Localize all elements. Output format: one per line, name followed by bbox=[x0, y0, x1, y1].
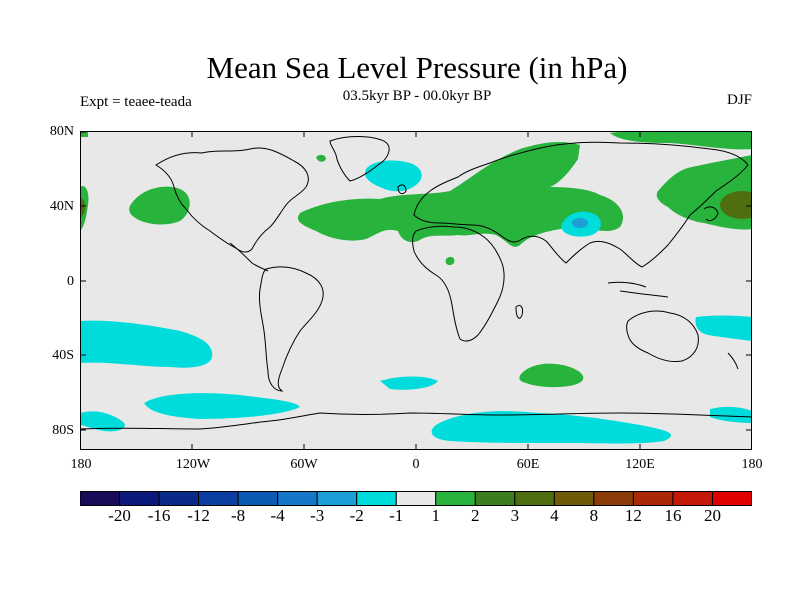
colorbar-label: 2 bbox=[471, 506, 480, 525]
colorbar-label: 3 bbox=[510, 506, 520, 525]
colorbar-box bbox=[119, 491, 160, 506]
colorbar-box bbox=[593, 491, 634, 506]
lon-label-180w: 180 bbox=[70, 457, 92, 472]
lon-label-180e: 180 bbox=[741, 457, 763, 472]
antarctic-margin-low bbox=[80, 411, 125, 432]
southern-ocean-low-central bbox=[380, 376, 438, 390]
greenland-coast bbox=[329, 136, 390, 182]
arctic-islet bbox=[316, 154, 326, 162]
stronger-negative-core bbox=[572, 218, 588, 228]
lat-label-0: 0 bbox=[67, 274, 74, 289]
lat-label-80s: 80S bbox=[52, 423, 74, 438]
season-label: DJF bbox=[726, 92, 752, 108]
lat-label-40n: 40N bbox=[49, 199, 74, 214]
colorbar-box bbox=[237, 491, 279, 506]
colorbar-label: 1 bbox=[431, 506, 441, 525]
colorbar-label: -16 bbox=[147, 506, 171, 525]
colorbar-label: 20 bbox=[703, 506, 721, 525]
colorbar-box bbox=[277, 491, 318, 506]
africa-blob bbox=[445, 256, 455, 266]
colorbar-label: 8 bbox=[589, 506, 599, 525]
lat-label-40s: 40S bbox=[52, 348, 74, 363]
colorbar-label: -4 bbox=[270, 506, 285, 525]
antarctica-coast bbox=[80, 412, 752, 430]
colorbar-box bbox=[80, 491, 121, 506]
colorbar-label: 4 bbox=[550, 506, 559, 525]
colorbar-label: -3 bbox=[310, 506, 325, 525]
australia-coast bbox=[626, 310, 699, 362]
colorbar-box bbox=[474, 491, 516, 506]
colorbar-box bbox=[553, 491, 595, 506]
antarctic-far-east-low bbox=[710, 406, 752, 423]
colorbar-box bbox=[514, 491, 555, 506]
colorbar-box bbox=[632, 491, 674, 506]
page-title: Mean Sea Level Pressure (in hPa) bbox=[206, 50, 628, 85]
lon-label-60w: 60W bbox=[290, 457, 318, 472]
africa-coast bbox=[412, 225, 505, 342]
indonesia-coast bbox=[607, 281, 669, 298]
central-america-coast bbox=[229, 242, 269, 272]
colorbar-box bbox=[672, 491, 713, 506]
north-atlantic-low bbox=[364, 160, 422, 192]
colorbar-label: -1 bbox=[389, 506, 404, 525]
experiment-label: Expt = teaee-teada bbox=[80, 94, 192, 110]
colorbar-box bbox=[711, 491, 752, 506]
lat-label-80n: 80N bbox=[49, 124, 74, 139]
negative-anomaly-regions bbox=[80, 160, 752, 444]
north-atlantic-eurasia-high bbox=[297, 142, 624, 247]
uk-coast bbox=[397, 184, 407, 195]
lon-label-60e: 60E bbox=[516, 457, 540, 472]
colorbar-box bbox=[158, 491, 200, 506]
north-america-coast bbox=[155, 147, 309, 253]
colorbar-box bbox=[198, 491, 239, 506]
south-pacific-low bbox=[80, 320, 213, 368]
colorbar-label: 12 bbox=[624, 506, 642, 525]
lon-label-120e: 120E bbox=[625, 457, 655, 472]
europe-ural-lobe bbox=[472, 177, 527, 199]
east-asia-core bbox=[720, 191, 752, 219]
colorbar-label: 16 bbox=[664, 506, 682, 525]
colorbar-label: -2 bbox=[349, 506, 364, 525]
coastlines bbox=[80, 136, 752, 430]
madagascar-coast bbox=[515, 304, 523, 319]
southern-indian-ocean-high bbox=[519, 363, 584, 388]
lon-label-0: 0 bbox=[412, 457, 420, 472]
colorbar-box bbox=[435, 491, 476, 506]
subtitle: 03.5kyr BP - 00.0kyr BP bbox=[342, 88, 492, 104]
arctic-high bbox=[610, 131, 752, 150]
pressure-anomaly-map bbox=[80, 131, 752, 450]
south-america-coast bbox=[259, 266, 324, 392]
lon-label-120w: 120W bbox=[175, 457, 211, 472]
colorbar-box bbox=[395, 491, 437, 506]
colorbar-label: -12 bbox=[187, 506, 210, 525]
colorbar-label: -8 bbox=[231, 506, 246, 525]
colorbar-label: -20 bbox=[108, 506, 131, 525]
strong-positive-cores bbox=[80, 191, 752, 219]
japan-coast bbox=[703, 206, 719, 222]
colorbar bbox=[80, 491, 752, 506]
colorbar-box bbox=[316, 491, 358, 506]
tibet-core bbox=[572, 218, 588, 228]
colorbar-box bbox=[356, 491, 397, 506]
eurasia-coast bbox=[413, 141, 749, 268]
axis-ticks bbox=[80, 131, 752, 450]
dateline-core bbox=[80, 197, 86, 217]
colorbar-boxes bbox=[80, 491, 752, 506]
new-zealand-coast bbox=[727, 352, 739, 370]
tasman-low bbox=[695, 315, 752, 341]
east-pacific-high bbox=[129, 186, 190, 225]
antarctic-east-low bbox=[431, 411, 672, 444]
southern-ocean-low-west bbox=[144, 393, 300, 419]
